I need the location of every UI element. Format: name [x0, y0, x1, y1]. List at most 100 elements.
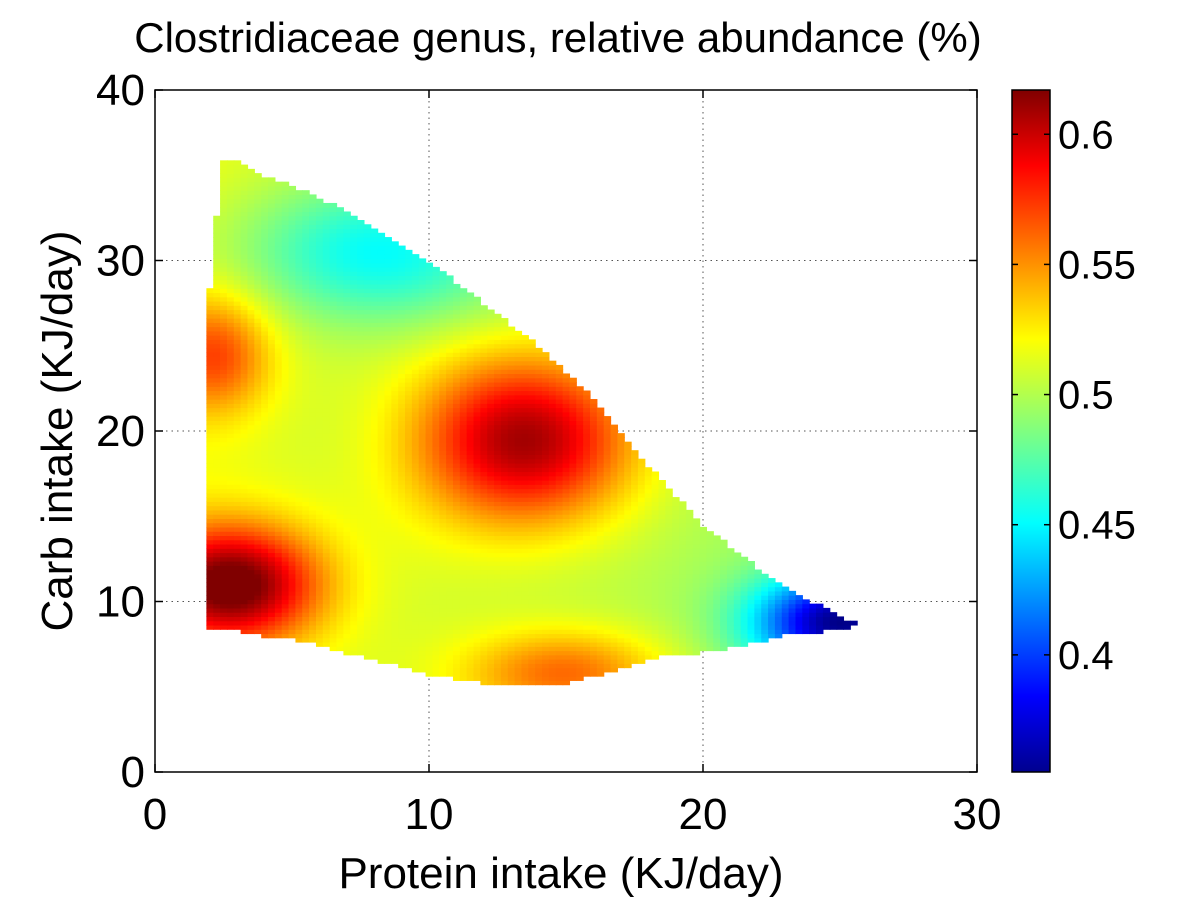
heatmap-cell — [507, 624, 516, 630]
heatmap-cell — [213, 612, 221, 618]
heatmap-cell — [398, 352, 406, 357]
heatmap-cell — [309, 394, 317, 400]
heatmap-cell — [405, 484, 413, 490]
heatmap-cell — [206, 599, 214, 605]
heatmap-cell — [336, 339, 344, 345]
heatmap-cell — [542, 578, 550, 583]
heatmap-cell — [459, 633, 468, 639]
heatmap-cell — [542, 377, 550, 383]
heatmap-cell — [446, 573, 454, 579]
heatmap-cell — [322, 237, 331, 242]
heatmap-cell — [425, 484, 434, 490]
heatmap-cell — [411, 526, 420, 532]
heatmap-cell — [446, 539, 454, 545]
heatmap-cell — [240, 501, 249, 507]
heatmap-cell — [391, 394, 399, 400]
heatmap-cell — [233, 279, 242, 285]
heatmap-cell — [288, 582, 297, 588]
heatmap-cell — [473, 428, 481, 434]
heatmap-cell — [425, 266, 434, 272]
heatmap-cell — [452, 467, 461, 473]
heatmap-cell — [370, 228, 379, 234]
heatmap-cell — [466, 565, 475, 571]
heatmap-cell — [473, 309, 481, 315]
heatmap-cell — [281, 215, 290, 221]
heatmap-cell — [350, 595, 358, 600]
heatmap-cell — [302, 488, 310, 494]
heatmap-cell — [247, 612, 255, 618]
heatmap-cell — [500, 548, 509, 554]
heatmap-cell — [240, 471, 249, 477]
heatmap-cell — [288, 543, 297, 549]
heatmap-cell — [288, 633, 297, 639]
heatmap-cell — [411, 450, 420, 456]
heatmap-cell — [494, 394, 502, 400]
heatmap-cell — [466, 309, 475, 315]
heatmap-cell — [295, 224, 303, 230]
heatmap-cell — [350, 637, 358, 643]
heatmap-cell — [459, 543, 468, 549]
heatmap-cell — [254, 185, 262, 191]
heatmap-cell — [459, 441, 468, 447]
heatmap-cell — [206, 590, 214, 596]
heatmap-cell — [473, 497, 481, 502]
heatmap-cell — [548, 616, 557, 622]
heatmap-cell — [487, 475, 495, 481]
heatmap-cell — [439, 462, 447, 468]
heatmap-cell — [425, 326, 434, 332]
heatmap-cell — [309, 198, 317, 204]
heatmap-cell — [514, 556, 523, 562]
heatmap-cell — [247, 582, 255, 588]
heatmap-cell — [548, 667, 557, 673]
heatmap-cell — [398, 283, 406, 289]
heatmap-cell — [370, 535, 379, 541]
heatmap-cell — [206, 377, 214, 383]
heatmap-cell — [528, 629, 536, 635]
heatmap-cell — [261, 356, 269, 362]
heatmap-cell — [487, 428, 495, 434]
heatmap-cell — [309, 424, 317, 430]
heatmap-cell — [405, 275, 413, 281]
heatmap-cell — [350, 633, 358, 639]
heatmap-cell — [274, 624, 283, 630]
heatmap-cell — [425, 641, 434, 647]
heatmap-cell — [343, 258, 351, 264]
heatmap-cell — [459, 288, 468, 294]
heatmap-cell — [233, 407, 242, 413]
heatmap-cell — [391, 424, 399, 430]
heatmap-cell — [480, 607, 488, 613]
heatmap-cell — [411, 411, 420, 417]
heatmap-cell — [432, 650, 440, 656]
heatmap-cell — [357, 641, 365, 647]
heatmap-cell — [247, 181, 255, 187]
heatmap-cell — [487, 330, 495, 336]
heatmap-cell — [350, 220, 358, 225]
heatmap-cell — [480, 356, 488, 362]
heatmap-cell — [220, 561, 228, 566]
heatmap-cell — [446, 586, 454, 592]
heatmap-cell — [466, 514, 475, 519]
heatmap-cell — [494, 399, 502, 404]
heatmap-cell — [514, 518, 523, 524]
heatmap-cell — [261, 407, 269, 413]
heatmap-cell — [528, 416, 536, 421]
heatmap-cell — [213, 467, 221, 473]
heatmap-cell — [432, 599, 440, 605]
heatmap-cell — [507, 381, 516, 387]
heatmap-cell — [507, 556, 516, 562]
heatmap-cell — [336, 539, 344, 545]
heatmap-cell — [336, 514, 344, 519]
heatmap-cell — [233, 190, 242, 196]
heatmap-cell — [213, 377, 221, 383]
heatmap-cell — [480, 411, 488, 417]
heatmap-cell — [548, 480, 557, 485]
heatmap-cell — [411, 620, 420, 626]
heatmap-cell — [295, 514, 303, 519]
heatmap-cell — [350, 535, 358, 541]
heatmap-cell — [343, 309, 351, 315]
heatmap-cell — [528, 339, 536, 345]
heatmap-cell — [425, 603, 434, 609]
heatmap-cell — [370, 462, 379, 468]
heatmap-cell — [398, 394, 406, 400]
heatmap-cell — [528, 539, 536, 545]
